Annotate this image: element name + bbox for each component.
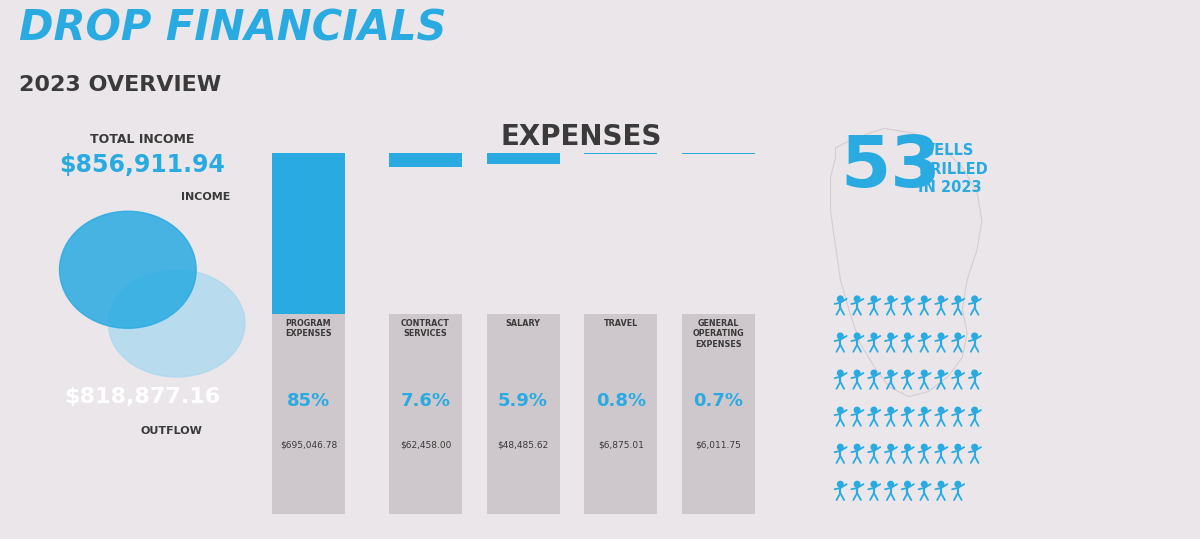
Circle shape <box>938 370 944 376</box>
Text: 53: 53 <box>840 133 941 202</box>
Text: PROGRAM
EXPENSES: PROGRAM EXPENSES <box>286 319 331 338</box>
Text: $6,875.01: $6,875.01 <box>598 440 643 450</box>
Circle shape <box>854 370 860 376</box>
Text: 7.6%: 7.6% <box>401 392 450 410</box>
Circle shape <box>938 481 944 487</box>
Ellipse shape <box>108 270 245 377</box>
Circle shape <box>871 333 877 338</box>
Circle shape <box>905 333 911 338</box>
Circle shape <box>838 407 844 413</box>
Circle shape <box>871 296 877 302</box>
Text: CONTRACT
SERVICES: CONTRACT SERVICES <box>401 319 450 338</box>
Circle shape <box>905 444 911 450</box>
Circle shape <box>888 481 894 487</box>
Circle shape <box>854 296 860 302</box>
Circle shape <box>838 481 844 487</box>
Text: EXPENSES: EXPENSES <box>500 123 662 151</box>
Circle shape <box>938 333 944 338</box>
Text: TOTAL INCOME: TOTAL INCOME <box>90 133 194 146</box>
Circle shape <box>922 481 928 487</box>
Circle shape <box>854 333 860 338</box>
FancyBboxPatch shape <box>682 314 755 514</box>
Circle shape <box>888 444 894 450</box>
Text: DROP FINANCIALS: DROP FINANCIALS <box>19 8 446 50</box>
FancyBboxPatch shape <box>389 314 462 514</box>
Circle shape <box>922 333 928 338</box>
Circle shape <box>972 407 978 413</box>
Text: 85%: 85% <box>287 392 330 410</box>
Circle shape <box>938 296 944 302</box>
Circle shape <box>972 370 978 376</box>
FancyBboxPatch shape <box>272 153 346 314</box>
Circle shape <box>838 444 844 450</box>
Polygon shape <box>830 128 982 397</box>
Circle shape <box>854 444 860 450</box>
Circle shape <box>871 407 877 413</box>
Circle shape <box>888 407 894 413</box>
FancyBboxPatch shape <box>584 314 658 514</box>
Text: 0.8%: 0.8% <box>595 392 646 410</box>
Circle shape <box>955 296 961 302</box>
Text: $695,046.78: $695,046.78 <box>280 440 337 450</box>
Circle shape <box>888 370 894 376</box>
Circle shape <box>972 444 978 450</box>
Circle shape <box>854 481 860 487</box>
FancyBboxPatch shape <box>682 153 755 154</box>
Circle shape <box>972 296 978 302</box>
Circle shape <box>905 407 911 413</box>
Circle shape <box>871 481 877 487</box>
Circle shape <box>838 370 844 376</box>
Text: $62,458.00: $62,458.00 <box>400 440 451 450</box>
Circle shape <box>838 333 844 338</box>
FancyBboxPatch shape <box>584 153 658 154</box>
Circle shape <box>922 296 928 302</box>
Text: 5.9%: 5.9% <box>498 392 548 410</box>
Circle shape <box>938 407 944 413</box>
Text: $856,911.94: $856,911.94 <box>60 153 226 177</box>
Text: $818,877.16: $818,877.16 <box>65 387 221 407</box>
Text: SALARY: SALARY <box>505 319 541 328</box>
FancyBboxPatch shape <box>389 153 462 167</box>
Circle shape <box>955 333 961 338</box>
Circle shape <box>955 444 961 450</box>
Circle shape <box>888 296 894 302</box>
Text: WELLS
DRILLED
IN 2023: WELLS DRILLED IN 2023 <box>918 143 988 195</box>
Circle shape <box>955 407 961 413</box>
Circle shape <box>922 370 928 376</box>
Circle shape <box>905 296 911 302</box>
Text: INCOME: INCOME <box>181 192 230 202</box>
Circle shape <box>871 370 877 376</box>
FancyBboxPatch shape <box>486 314 559 514</box>
FancyBboxPatch shape <box>486 153 559 164</box>
Circle shape <box>838 296 844 302</box>
Text: 2023 OVERVIEW: 2023 OVERVIEW <box>19 75 221 95</box>
Circle shape <box>922 407 928 413</box>
Text: GENERAL
OPERATING
EXPENSES: GENERAL OPERATING EXPENSES <box>692 319 744 349</box>
Circle shape <box>972 333 978 338</box>
Circle shape <box>905 370 911 376</box>
Text: $6,011.75: $6,011.75 <box>695 440 742 450</box>
Circle shape <box>955 370 961 376</box>
Circle shape <box>955 481 961 487</box>
Circle shape <box>905 481 911 487</box>
Text: OUTFLOW: OUTFLOW <box>140 426 203 436</box>
Circle shape <box>854 407 860 413</box>
Circle shape <box>938 444 944 450</box>
Text: $48,485.62: $48,485.62 <box>498 440 548 450</box>
Text: 0.7%: 0.7% <box>694 392 743 410</box>
Circle shape <box>922 444 928 450</box>
Text: TRAVEL: TRAVEL <box>604 319 638 328</box>
FancyBboxPatch shape <box>272 314 346 514</box>
Ellipse shape <box>60 211 196 328</box>
Circle shape <box>871 444 877 450</box>
Circle shape <box>888 333 894 338</box>
